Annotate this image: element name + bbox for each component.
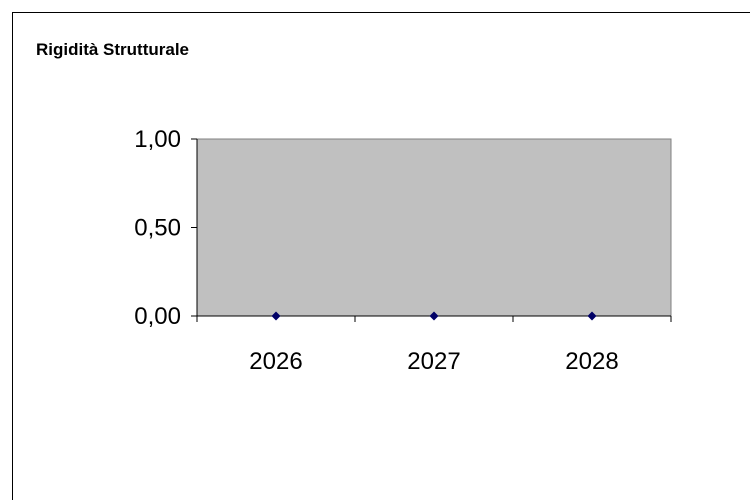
plot-area	[196, 138, 672, 317]
x-tick-label: 2028	[565, 348, 618, 375]
tick-labels: 0,00 0,50 1,00 2026 2027 2028	[134, 126, 618, 375]
x-tick-label: 2026	[249, 348, 302, 375]
data-markers	[271, 311, 597, 321]
x-tick-label: 2027	[407, 348, 460, 375]
y-tick-label: 0,50	[134, 215, 181, 242]
chart-title: Rigidità Strutturale	[36, 40, 190, 59]
data-point	[271, 311, 281, 321]
data-point	[587, 311, 597, 321]
data-point	[429, 311, 439, 321]
plot-background	[196, 138, 672, 317]
y-tick-label: 1,00	[134, 126, 181, 153]
y-tick-label: 0,00	[134, 303, 181, 330]
